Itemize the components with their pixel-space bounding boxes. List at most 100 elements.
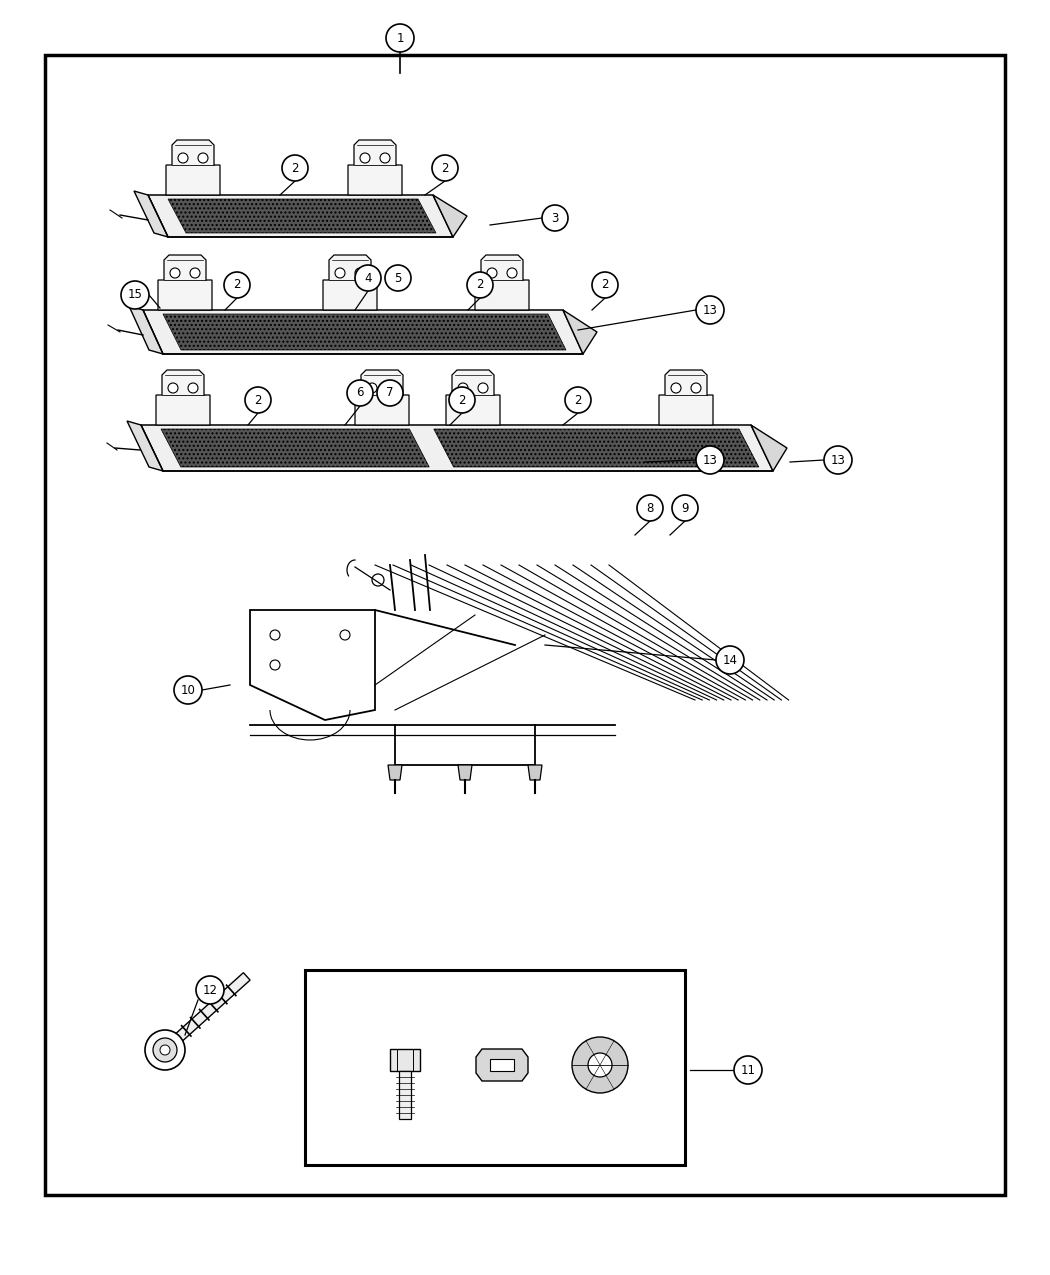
- Circle shape: [121, 280, 149, 309]
- Text: 10: 10: [181, 683, 195, 696]
- Circle shape: [734, 1056, 762, 1084]
- Circle shape: [153, 1038, 177, 1062]
- Circle shape: [507, 268, 517, 278]
- Circle shape: [198, 153, 208, 163]
- Text: 2: 2: [441, 162, 448, 175]
- Text: 3: 3: [551, 212, 559, 224]
- Circle shape: [696, 446, 724, 474]
- Polygon shape: [168, 199, 436, 233]
- Text: 9: 9: [681, 501, 689, 515]
- Circle shape: [196, 975, 224, 1003]
- Polygon shape: [563, 310, 597, 354]
- Polygon shape: [433, 195, 467, 237]
- Polygon shape: [134, 191, 168, 237]
- Circle shape: [637, 495, 663, 521]
- Circle shape: [487, 268, 497, 278]
- Circle shape: [282, 156, 308, 181]
- Circle shape: [178, 153, 188, 163]
- Bar: [45, 55, 1005, 1195]
- Polygon shape: [475, 255, 529, 310]
- Circle shape: [386, 24, 414, 52]
- Text: 4: 4: [364, 272, 372, 284]
- Text: 15: 15: [127, 288, 143, 301]
- Text: 2: 2: [291, 162, 299, 175]
- Text: 2: 2: [254, 394, 261, 407]
- Polygon shape: [141, 425, 773, 470]
- Text: 2: 2: [233, 278, 240, 292]
- Circle shape: [467, 272, 493, 298]
- Circle shape: [572, 1037, 628, 1093]
- Bar: [490, 1060, 514, 1071]
- Text: 2: 2: [458, 394, 466, 407]
- Polygon shape: [163, 314, 566, 351]
- Polygon shape: [446, 370, 500, 425]
- Text: 1: 1: [396, 32, 404, 45]
- Text: 13: 13: [702, 303, 717, 316]
- Text: 13: 13: [831, 454, 845, 467]
- Polygon shape: [162, 973, 250, 1053]
- Polygon shape: [127, 421, 163, 470]
- Polygon shape: [143, 310, 583, 354]
- Text: 13: 13: [702, 454, 717, 467]
- Circle shape: [380, 153, 390, 163]
- Circle shape: [188, 382, 198, 393]
- Circle shape: [565, 388, 591, 413]
- Text: 5: 5: [395, 272, 402, 284]
- Text: 2: 2: [602, 278, 609, 292]
- Polygon shape: [390, 1049, 420, 1071]
- Circle shape: [355, 268, 365, 278]
- Polygon shape: [148, 195, 453, 237]
- Polygon shape: [161, 428, 429, 467]
- Polygon shape: [250, 609, 375, 720]
- Circle shape: [346, 380, 373, 405]
- Text: 14: 14: [722, 654, 737, 667]
- Circle shape: [270, 660, 280, 669]
- Circle shape: [174, 676, 202, 704]
- Circle shape: [824, 446, 852, 474]
- Polygon shape: [156, 370, 210, 425]
- Polygon shape: [388, 765, 402, 780]
- Circle shape: [168, 382, 178, 393]
- Circle shape: [360, 153, 370, 163]
- Circle shape: [355, 265, 381, 291]
- Circle shape: [160, 1046, 170, 1054]
- Circle shape: [478, 382, 488, 393]
- Polygon shape: [129, 306, 163, 354]
- Circle shape: [387, 382, 397, 393]
- Polygon shape: [659, 370, 713, 425]
- Circle shape: [340, 630, 350, 640]
- Circle shape: [588, 1053, 612, 1077]
- Polygon shape: [348, 140, 402, 195]
- Circle shape: [592, 272, 618, 298]
- Text: 12: 12: [203, 983, 217, 997]
- Circle shape: [145, 1030, 185, 1070]
- Text: 8: 8: [647, 501, 654, 515]
- Circle shape: [335, 268, 345, 278]
- Polygon shape: [458, 765, 472, 780]
- Text: 2: 2: [574, 394, 582, 407]
- Circle shape: [672, 495, 698, 521]
- Text: 6: 6: [356, 386, 363, 399]
- Polygon shape: [355, 370, 410, 425]
- Circle shape: [691, 382, 701, 393]
- Circle shape: [385, 265, 411, 291]
- Circle shape: [245, 388, 271, 413]
- Circle shape: [542, 205, 568, 231]
- Circle shape: [696, 296, 724, 324]
- Bar: [304, 970, 685, 1165]
- Text: 11: 11: [740, 1063, 756, 1076]
- Polygon shape: [434, 428, 759, 467]
- Circle shape: [270, 630, 280, 640]
- Circle shape: [190, 268, 200, 278]
- Text: 7: 7: [386, 386, 394, 399]
- Circle shape: [458, 382, 468, 393]
- Polygon shape: [476, 1049, 528, 1081]
- Polygon shape: [323, 255, 377, 310]
- Polygon shape: [166, 140, 220, 195]
- Text: 2: 2: [477, 278, 484, 292]
- Circle shape: [449, 388, 475, 413]
- Polygon shape: [751, 425, 788, 470]
- Polygon shape: [528, 765, 542, 780]
- Polygon shape: [158, 255, 212, 310]
- Circle shape: [377, 380, 403, 405]
